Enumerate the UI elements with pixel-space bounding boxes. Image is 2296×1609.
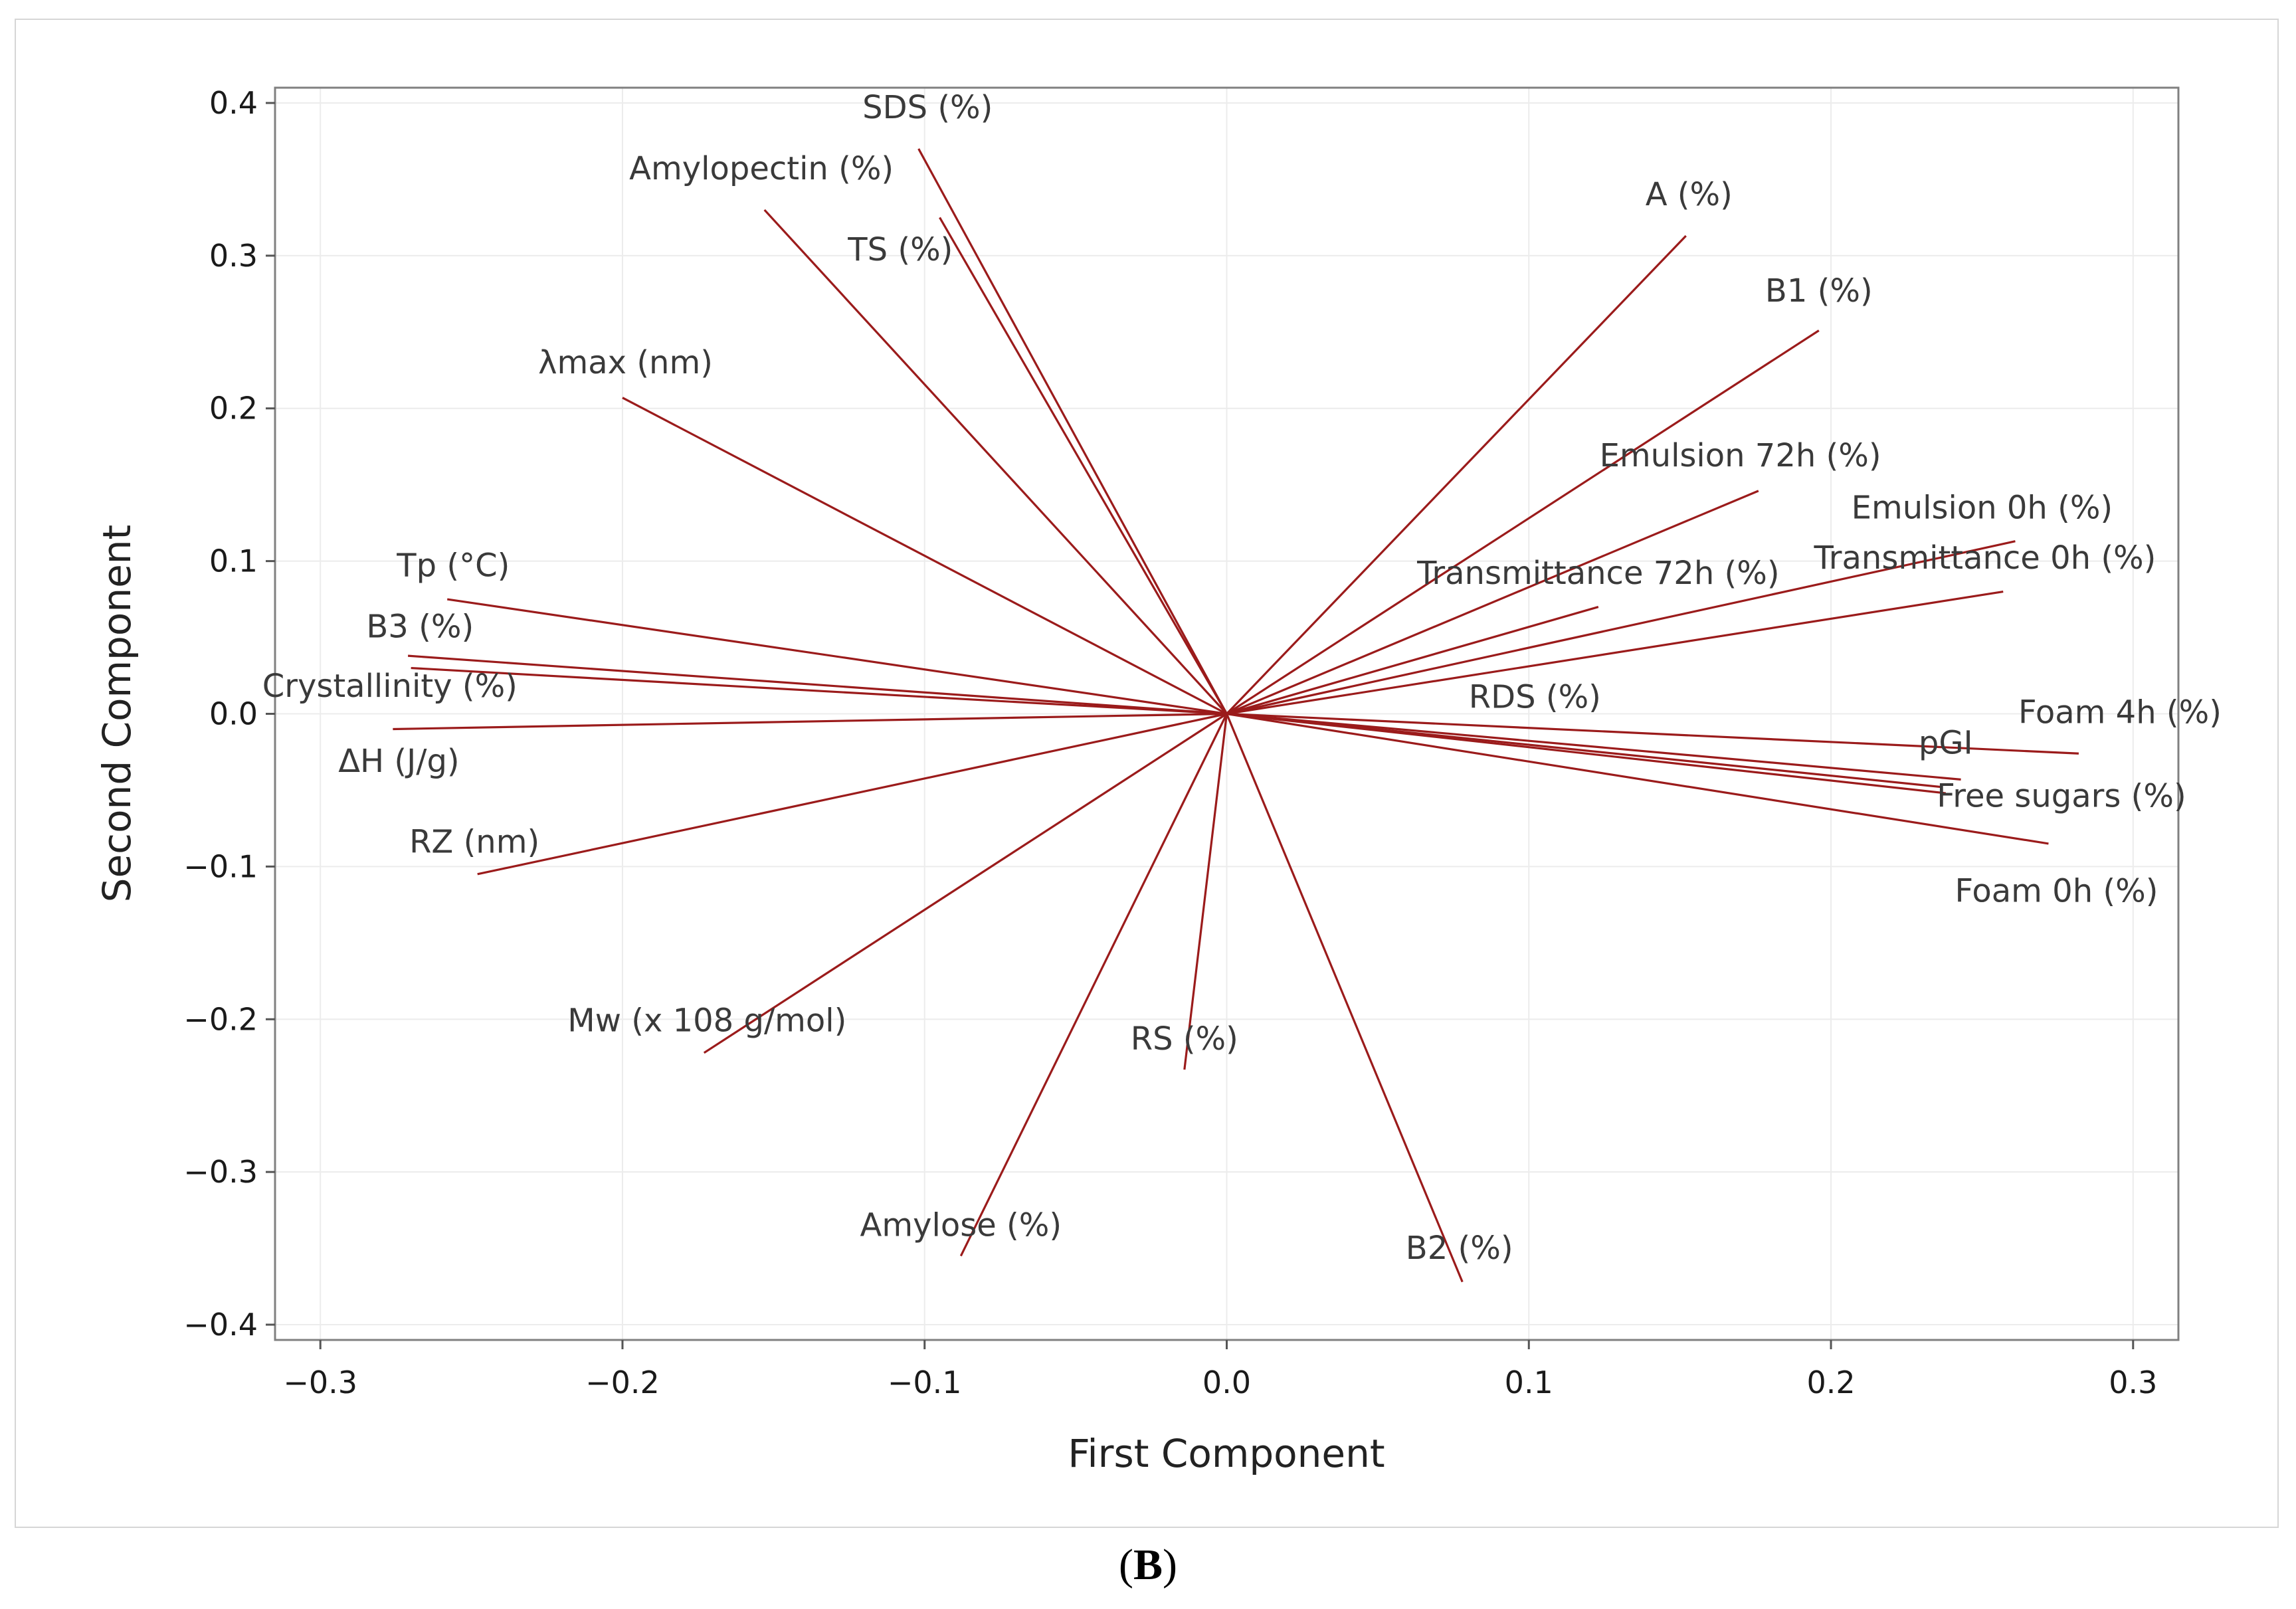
y-tick-label: 0.4 <box>209 85 258 121</box>
vector-h-j-g <box>393 712 1227 731</box>
vector-label-mw-x-108-g-mol: Mw (x 108 g/mol) <box>567 1002 846 1040</box>
biplot-chart: −0.3 −0.2 −0.1 0.0 0.1 0.2 0.3 0.4 0.3 0.2 0.1 0.0… <box>94 85 2222 1476</box>
x-tick-label: 0.0 <box>1202 1365 1251 1400</box>
vector-transmittance-72h <box>1226 606 1599 715</box>
vector-foam-4h <box>1226 712 2079 755</box>
grid-lines <box>275 88 2178 1340</box>
vector-label-amylose: Amylose (%) <box>860 1207 1062 1244</box>
figure-caption: (B) <box>0 1540 2296 1590</box>
vector-sds <box>917 148 1228 715</box>
vector-labels: SDS (%) Amylopectin (%) TS (%) A (%) B1 (%) λ… <box>262 89 2222 1267</box>
vector-emulsion-72h <box>1226 490 1759 715</box>
y-axis-ticks: 0.4 0.3 0.2 0.1 0.0 −0.1 −0.2 −0.3 −0.4 <box>183 85 275 1343</box>
vector-label-ts: TS (%) <box>847 231 953 268</box>
vector-a <box>1226 235 1687 715</box>
caption-panel-letter: B <box>1133 1541 1163 1589</box>
vector-label-sds: SDS (%) <box>862 89 993 126</box>
x-tick-label: 0.3 <box>2109 1365 2157 1400</box>
vector-label-b2: B2 (%) <box>1406 1230 1513 1267</box>
x-tick-label: −0.2 <box>585 1365 660 1400</box>
vector-b2 <box>1226 713 1464 1283</box>
x-tick-label: 0.1 <box>1505 1365 1553 1400</box>
x-axis-ticks: −0.3 −0.2 −0.1 0.0 0.1 0.2 0.3 <box>283 1340 2157 1400</box>
vector-max-nm <box>622 397 1228 715</box>
vector-label-foam-4h: Foam 4h (%) <box>2018 694 2222 731</box>
vector-label-free-sugars: Free sugars (%) <box>1937 778 2186 815</box>
vector-mw-x-108-g-mol <box>703 713 1228 1054</box>
vector-label-crystallinity: Crystallinity (%) <box>262 668 518 705</box>
vector-amylose <box>959 713 1228 1257</box>
vector-label-max-nm: λmax (nm) <box>538 344 713 381</box>
x-tick-label: −0.1 <box>888 1365 962 1400</box>
vector-rs <box>1183 713 1228 1070</box>
caption-close-paren: ) <box>1163 1541 1177 1589</box>
figure-frame <box>15 19 2279 1528</box>
caption-open-paren: ( <box>1119 1541 1133 1589</box>
vector-label-pgi: pGI <box>1919 724 1973 761</box>
x-axis-title: First Component <box>1068 1431 1385 1476</box>
vector-amylopectin <box>763 209 1228 715</box>
y-tick-label: −0.3 <box>183 1154 258 1190</box>
y-tick-label: 0.2 <box>209 391 258 426</box>
vector-crystallinity <box>411 666 1227 715</box>
vector-label-foam-0h: Foam 0h (%) <box>1955 872 2158 909</box>
vector-b1 <box>1226 330 1820 715</box>
vector-label-b1: B1 (%) <box>1765 272 1873 310</box>
vector-foam-0h <box>1226 712 2049 845</box>
vector-transmittance-0h <box>1226 591 2004 715</box>
vector-label-tp-c: Tp (°C) <box>396 547 510 585</box>
y-axis-title: Second Component <box>94 525 140 903</box>
x-tick-label: −0.3 <box>283 1365 357 1400</box>
y-tick-label: 0.0 <box>209 696 258 732</box>
y-tick-label: −0.4 <box>183 1307 258 1343</box>
vector-label-rs: RS (%) <box>1131 1020 1238 1058</box>
vector-label-a: A (%) <box>1646 176 1733 213</box>
loading-vectors <box>393 148 2079 1283</box>
vector-emulsion-0h <box>1226 540 2016 715</box>
vector-label-transmittance-72h: Transmittance 72h (%) <box>1416 555 1779 592</box>
vector-label-b3: B3 (%) <box>366 609 474 646</box>
vector-label-h-j-g: ΔH (J/g) <box>338 743 459 780</box>
vector-label-emulsion-72h: Emulsion 72h (%) <box>1600 437 1881 474</box>
y-tick-label: −0.2 <box>183 1001 258 1037</box>
vector-tp-c <box>446 598 1227 715</box>
vector-label-rds: RDS (%) <box>1469 678 1601 715</box>
vector-ts <box>939 217 1228 715</box>
y-tick-label: 0.1 <box>209 543 258 579</box>
vector-label-emulsion-0h: Emulsion 0h (%) <box>1852 489 2113 526</box>
vector-rz-nm <box>477 712 1227 876</box>
vector-label-rz-nm: RZ (nm) <box>409 824 539 861</box>
vector-label-transmittance-0h: Transmittance 0h (%) <box>1814 539 2156 577</box>
y-tick-label: −0.1 <box>183 848 258 884</box>
vector-label-amylopectin: Amylopectin (%) <box>629 150 894 187</box>
vector-free-sugars <box>1226 712 1947 795</box>
y-tick-label: 0.3 <box>209 238 258 274</box>
x-tick-label: 0.2 <box>1806 1365 1855 1400</box>
vector-b3 <box>407 654 1227 715</box>
vector-rds <box>1226 712 1961 781</box>
